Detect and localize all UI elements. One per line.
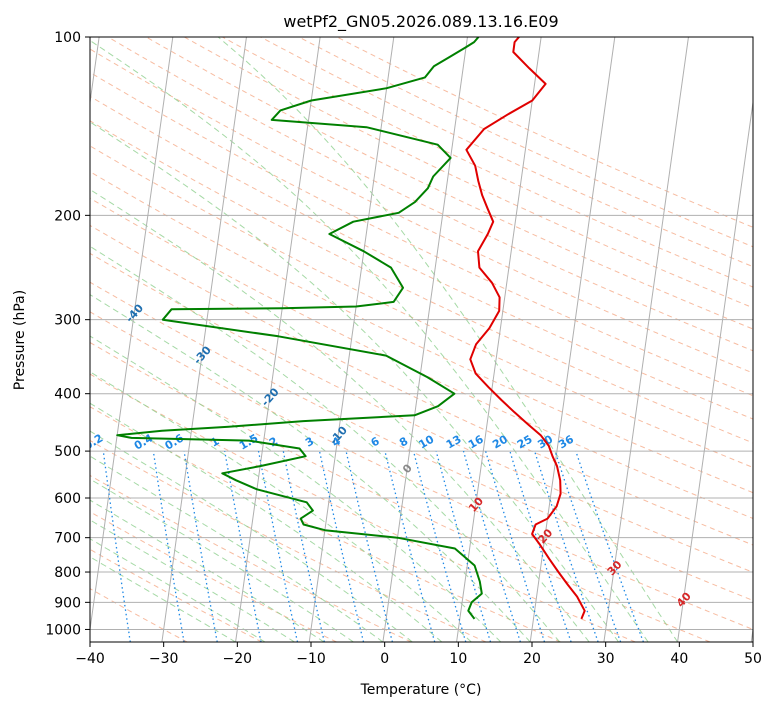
- dry-adiabat: [145, 37, 753, 330]
- y-tick-label: 400: [54, 387, 81, 403]
- moist-adiabat: [90, 294, 531, 642]
- y-tick-label: 700: [54, 531, 81, 547]
- moist-adiabat: [90, 245, 561, 642]
- dry-adiabat: [90, 171, 753, 494]
- dry-adiabat: [90, 71, 753, 397]
- axes: −40 −30 −20 −10 0 10 20 30 40 50 100 200 300 400 500 60…: [45, 30, 762, 667]
- temperature-line: [465, 37, 586, 620]
- plot-area: 0.10.20.40.611.52346810131620253036-100-…: [90, 37, 753, 642]
- dry-adiabat: [90, 341, 711, 642]
- dry-adiabat: [260, 37, 753, 268]
- y-tick-label: 900: [54, 595, 81, 611]
- x-axis-label: Temperature (°C): [360, 682, 482, 698]
- x-tick-label: 20: [523, 651, 541, 667]
- x-tick-label: 50: [744, 651, 762, 667]
- moist-adiabat: [90, 538, 266, 642]
- x-tick-label: 10: [449, 651, 467, 667]
- isotherm-gridline: [677, 98, 753, 642]
- isotherm-gridline: [529, 37, 616, 642]
- y-axis-label: Pressure (hPa): [12, 290, 28, 390]
- chart-title: wetPf2_GN05.2026.089.13.16.E09: [283, 12, 558, 32]
- x-tick-label: −10: [296, 651, 326, 667]
- dry-adiabat: [90, 311, 753, 630]
- moist-adiabat: [90, 188, 590, 642]
- moist-adiabat: [90, 39, 649, 642]
- isotherm-gridline: [456, 37, 542, 642]
- dry-adiabat: [90, 474, 412, 642]
- y-tick-label: 300: [54, 313, 81, 329]
- mixing-ratio-line: [509, 450, 572, 642]
- moist-adiabat: [90, 335, 502, 642]
- mixing-ratio-line: [102, 451, 131, 642]
- mixing-ratio-line: [412, 450, 467, 642]
- mixing-ratio-line: [183, 450, 218, 642]
- isotherm-gridline: [603, 37, 689, 642]
- plot-frame: [89, 36, 754, 643]
- dry-adiabat: [107, 37, 753, 352]
- mixing-ratio-line: [152, 450, 185, 642]
- mixing-ratio-line: [484, 450, 546, 642]
- x-tick-label: 0: [380, 651, 389, 667]
- mixing-ratio-line: [435, 450, 492, 642]
- mixing-ratio-line: [462, 450, 522, 642]
- dry-adiabat: [90, 224, 753, 546]
- dry-adiabat: [90, 95, 753, 420]
- moist-adiabat: [90, 478, 354, 642]
- x-tick-label: −30: [149, 651, 179, 667]
- moist-adiabat: [90, 556, 236, 642]
- y-tick-label: 1000: [45, 622, 81, 638]
- dry-adiabat: [90, 511, 337, 642]
- y-tick-label: 500: [54, 444, 81, 460]
- dry-adiabat: [90, 281, 753, 601]
- y-tick-label: 100: [54, 30, 81, 46]
- dry-adiabat: [90, 48, 753, 374]
- isotherm-gridline: [235, 37, 321, 642]
- x-tick-label: −20: [223, 651, 253, 667]
- dry-adiabat: [90, 145, 753, 469]
- x-tick-label: −40: [75, 651, 105, 667]
- isotherm-gridline: [382, 37, 468, 642]
- moist-adiabat: [217, 37, 679, 642]
- moist-adiabat: [90, 402, 443, 642]
- x-tick-label: 30: [597, 651, 615, 667]
- moist-adiabat: [90, 371, 472, 642]
- dry-adiabat: [90, 373, 636, 642]
- moist-adiabat: [90, 519, 295, 642]
- isotherm-gridline: [161, 37, 247, 642]
- moist-adiabat: [90, 121, 619, 642]
- y-tick-label: 600: [54, 491, 81, 507]
- dewpoint-line: [116, 37, 483, 620]
- x-tick-label: 40: [670, 651, 688, 667]
- y-tick-label: 800: [54, 565, 81, 581]
- isotherm-gridline: [90, 37, 174, 634]
- y-tick-label: 200: [54, 208, 81, 224]
- isotherm-gridline: [308, 37, 395, 642]
- moist-adiabat: [90, 455, 384, 642]
